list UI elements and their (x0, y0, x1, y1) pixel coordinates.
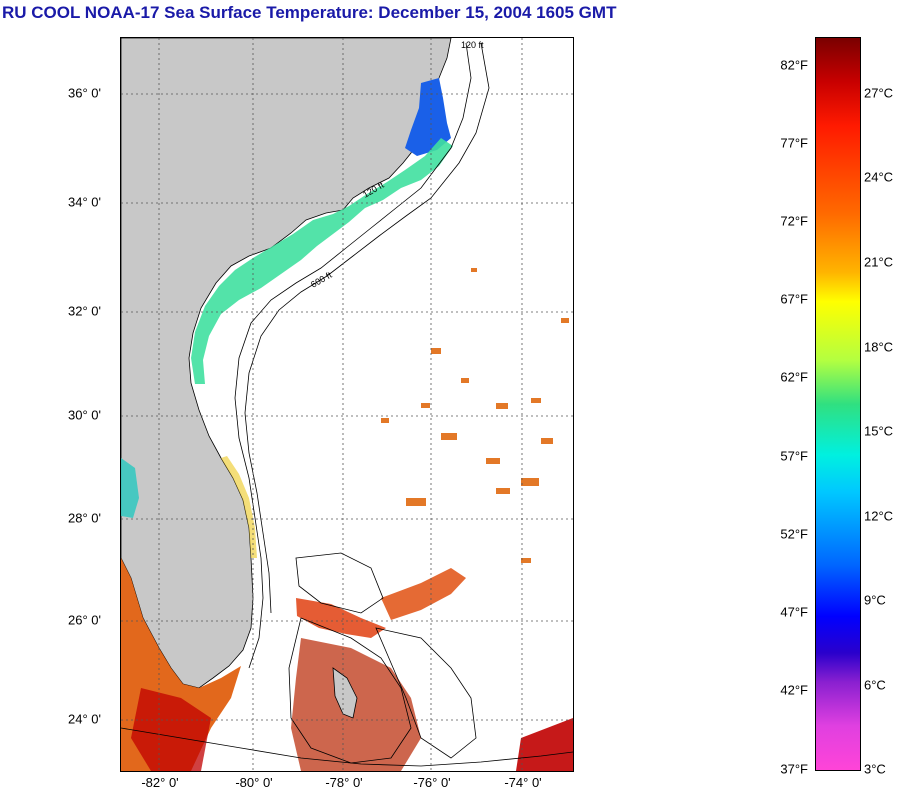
colorbar-celsius-label: 18°C (864, 339, 894, 355)
lat-label: 24° 0' (68, 711, 101, 727)
bahamas-land (332, 667, 358, 719)
colorbar-celsius-label: 15°C (864, 423, 894, 439)
lat-label: 30° 0' (68, 407, 101, 423)
lat-label: 36° 0' (68, 85, 101, 101)
colorbar-fahrenheit-label: 62°F (780, 369, 808, 385)
isobath-contour (234, 42, 472, 669)
colorbar-celsius-label: 6°C (864, 677, 886, 693)
pamlico-sound (405, 78, 451, 156)
map-title: RU COOL NOAA-17 Sea Surface Temperature:… (2, 3, 617, 22)
lat-label: 26° 0' (68, 612, 101, 628)
cuba-contour (121, 727, 573, 767)
bahamas-contour (288, 617, 412, 764)
colorbar-fahrenheit-label: 47°F (780, 604, 808, 620)
lon-label: -80° 0' (235, 775, 273, 790)
lat-label: 34° 0' (68, 194, 101, 210)
coastal-sst-band (191, 138, 453, 384)
isobath-label: 120 ft (461, 40, 484, 50)
south-warm-patch (516, 718, 573, 771)
colorbar-celsius-label: 3°C (864, 761, 886, 777)
colorbar-fahrenheit-label: 57°F (780, 448, 808, 464)
lon-label: -82° 0' (141, 775, 179, 790)
colorbar-celsius-label: 12°C (864, 508, 894, 524)
lat-label: 32° 0' (68, 303, 101, 319)
colorbar-fahrenheit-label: 42°F (780, 682, 808, 698)
colorbar-fahrenheit-label: 52°F (780, 526, 808, 542)
gulf-hot-water (131, 688, 211, 771)
sst-map[interactable]: 120 ft 600 ft 120 ft (120, 37, 574, 772)
bahamas-contour (295, 552, 384, 614)
land-mass (121, 38, 452, 689)
sst-map-canvas: 120 ft 600 ft 120 ft (121, 38, 573, 771)
colorbar-celsius-label: 21°C (864, 254, 894, 270)
lon-label: -78° 0' (325, 775, 363, 790)
lon-label: -74° 0' (504, 775, 542, 790)
temperature-colorbar (815, 37, 861, 771)
lon-label: -76° 0' (413, 775, 451, 790)
colorbar-fahrenheit-label: 37°F (780, 761, 808, 777)
colorbar-fahrenheit-label: 67°F (780, 291, 808, 307)
colorbar-fahrenheit-label: 72°F (780, 213, 808, 229)
gulf-stream-patch (296, 598, 386, 638)
colorbar-fahrenheit-label: 82°F (780, 57, 808, 73)
colorbar-celsius-label: 9°C (864, 592, 886, 608)
offshore-sst-patches (381, 268, 569, 563)
lat-label: 28° 0' (68, 510, 101, 526)
isobath-contour (244, 42, 490, 614)
colorbar-fahrenheit-label: 77°F (780, 135, 808, 151)
florida-coastal-band (221, 456, 257, 558)
gulf-stream-patch (381, 568, 466, 620)
graticule (121, 38, 573, 771)
gulf-cool-inlet (121, 458, 139, 518)
colorbar-celsius-label: 27°C (864, 85, 894, 101)
colorbar-celsius-label: 24°C (864, 169, 894, 185)
